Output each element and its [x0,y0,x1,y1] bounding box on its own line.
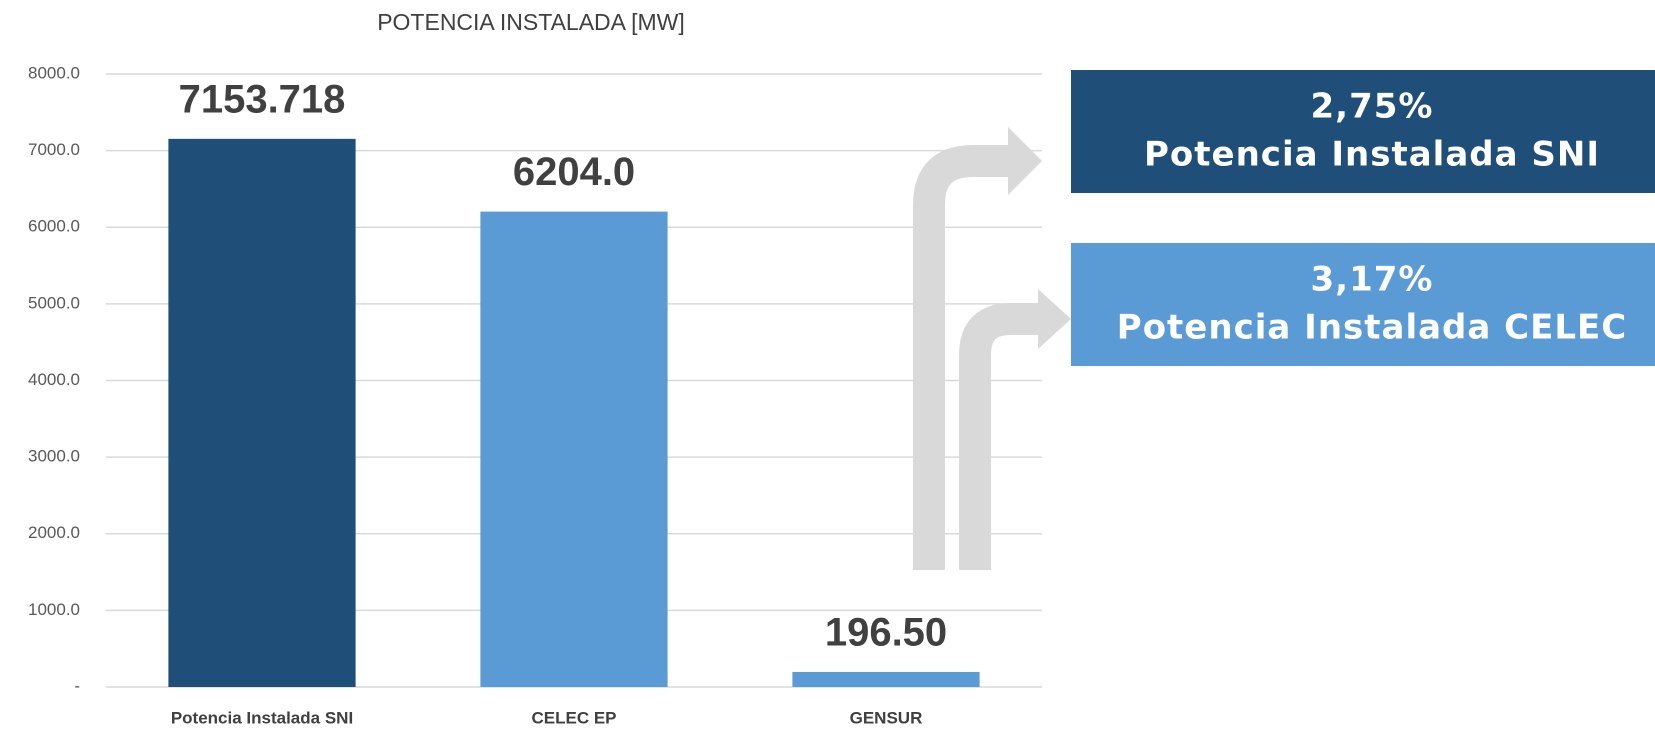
arrow [959,303,1040,570]
callout: 2,75% Potencia Instalada SNI [1071,70,1655,193]
callout-box [1071,70,1655,193]
chart-title: POTENCIA INSTALADA [MW] [377,9,685,35]
x-tick-label: CELEC EP [531,708,616,727]
x-tick-label: GENSUR [850,708,923,727]
data-label: 6204.0 [513,150,635,194]
callout-text: 2,75% [1311,87,1434,127]
callout-text: 3,17% [1311,260,1434,300]
y-tick-label: 2000.0 [28,523,80,542]
callout: 3,17% Potencia Instalada CELEC [1071,243,1655,366]
y-tick-label: 1000.0 [28,600,80,619]
arrow [913,145,1010,570]
y-tick-label: 6000.0 [28,217,80,236]
bar [480,211,668,687]
y-tick-label: 3000.0 [28,447,80,466]
arrow-head [1008,127,1042,195]
data-label: 196.50 [825,611,947,655]
y-tick-label: 4000.0 [28,370,80,389]
y-tick-label: - [74,676,80,695]
arrows [913,127,1071,570]
y-tick-label: 8000.0 [28,63,80,82]
callout-text: Potencia Instalada CELEC [1117,308,1627,348]
y-tick-label: 7000.0 [28,140,80,159]
x-tick-label: Potencia Instalada SNI [171,708,353,727]
callout-box [1071,243,1655,366]
y-tick-label: 5000.0 [28,293,80,312]
data-label: 7153.718 [179,77,346,121]
bar [168,138,356,687]
callout-text: Potencia Instalada SNI [1144,135,1600,175]
arrow-head [1038,289,1071,349]
bar [792,671,980,687]
